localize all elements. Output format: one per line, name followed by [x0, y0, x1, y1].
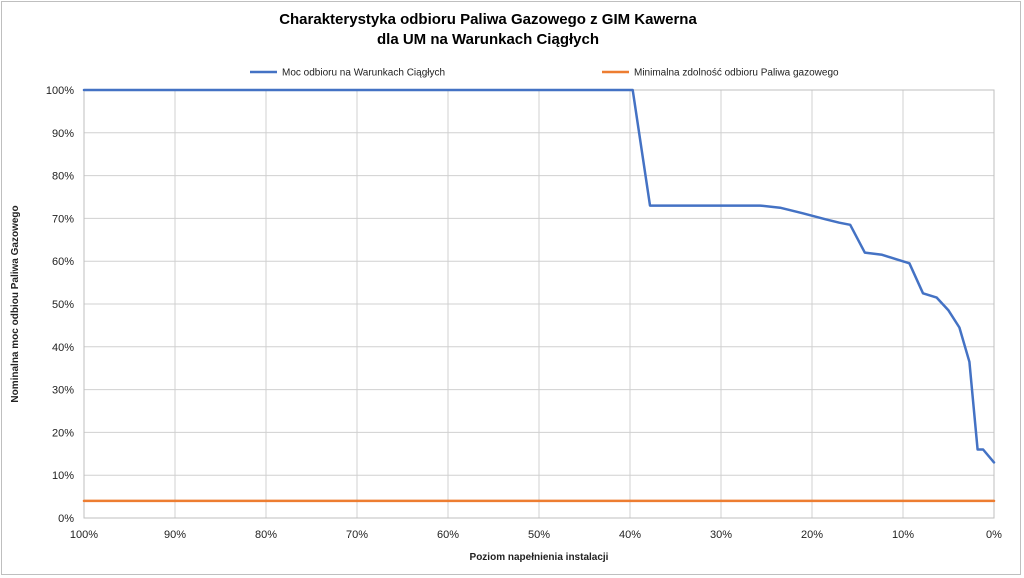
gridlines — [83, 89, 995, 519]
x-tick-label: 40% — [619, 529, 641, 541]
y-axis-title: Nominalna moc odbiou Paliwa Gazowego — [10, 205, 21, 402]
y-tick-label: 0% — [58, 513, 74, 525]
x-tick-label: 70% — [346, 529, 368, 541]
x-tick-label: 20% — [801, 529, 823, 541]
y-tick-label: 60% — [52, 256, 74, 268]
x-tick-label: 100% — [70, 529, 98, 541]
y-tick-label: 100% — [46, 85, 74, 97]
x-tick-label: 30% — [710, 529, 732, 541]
y-tick-label: 80% — [52, 171, 74, 183]
x-tick-label: 80% — [255, 529, 277, 541]
legend-label-1: Minimalna zdolność odbioru Paliwa gazowe… — [634, 68, 839, 79]
y-tick-label: 90% — [52, 128, 74, 140]
y-tick-label: 20% — [52, 427, 74, 439]
chart-title-line-2: dla UM na Warunkach Ciągłych — [377, 31, 599, 48]
y-tick-label: 50% — [52, 299, 74, 311]
x-tick-label: 90% — [164, 529, 186, 541]
x-tick-label: 50% — [528, 529, 550, 541]
x-tick-label: 10% — [892, 529, 914, 541]
legend: Moc odbioru na Warunkach Ciągłych Minimal… — [250, 68, 839, 79]
y-tick-label: 10% — [52, 470, 74, 482]
y-tick-label: 70% — [52, 213, 74, 225]
x-tick-label: 0% — [986, 529, 1002, 541]
series-layer — [82, 88, 996, 503]
x-tick-label: 60% — [437, 529, 459, 541]
x-axis-tick-labels: 100% 90% 80% 70% 60% 50% 40% 30% 20% 10% 0% — [70, 529, 1002, 541]
y-axis-tick-labels: 0% 10% 20% 30% 40% 50% 60% 70% 80% 90% 100% — [46, 85, 74, 525]
x-axis-title: Poziom napełnienia instalacji — [470, 552, 609, 563]
y-tick-label: 40% — [52, 342, 74, 354]
series-line-0 — [82, 88, 996, 464]
legend-label-0: Moc odbioru na Warunkach Ciągłych — [282, 68, 445, 79]
chart-title-line-1: Charakterystyka odbioru Paliwa Gazowego … — [279, 11, 697, 28]
y-tick-label: 30% — [52, 385, 74, 397]
